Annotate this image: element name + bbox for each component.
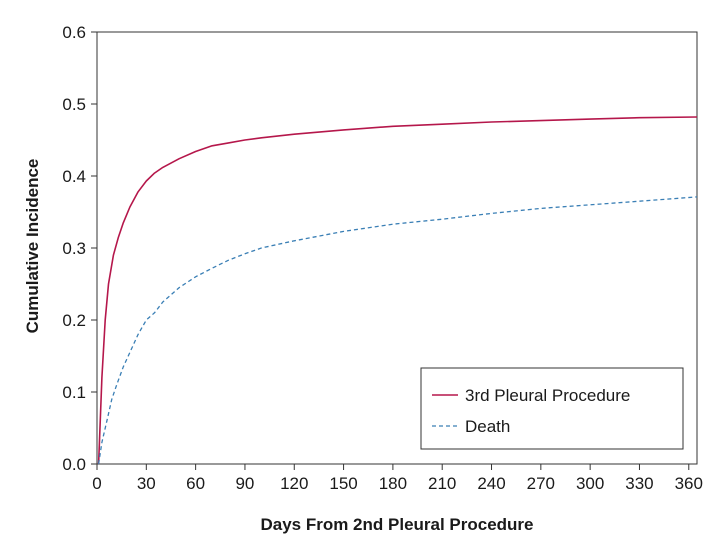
x-tick-label: 120 (280, 474, 308, 493)
x-tick-label: 210 (428, 474, 456, 493)
y-tick-label: 0.0 (62, 455, 86, 474)
x-axis-ticks: 0 30 60 90 120 150 180 210 240 270 300 330 360 (92, 464, 703, 493)
x-tick-label: 330 (625, 474, 653, 493)
x-tick-label: 180 (379, 474, 407, 493)
x-axis-title: Days From 2nd Pleural Procedure (260, 515, 533, 534)
x-tick-label: 60 (186, 474, 205, 493)
legend-box (420, 367, 684, 450)
y-axis-ticks: 0.0 0.1 0.2 0.3 0.4 0.5 0.6 (62, 23, 97, 474)
y-tick-label: 0.2 (62, 311, 86, 330)
series-layer (97, 116, 698, 465)
y-tick-label: 0.1 (62, 383, 86, 402)
y-tick-label: 0.6 (62, 23, 86, 42)
y-axis-title: Cumulative Incidence (23, 159, 42, 334)
x-tick-label: 90 (235, 474, 254, 493)
x-tick-label: 150 (329, 474, 357, 493)
y-tick-label: 0.4 (62, 167, 86, 186)
legend: 3rd Pleural Procedure Death (420, 367, 684, 450)
series-line-death (97, 196, 698, 465)
legend-label-3rd-pleural-procedure: 3rd Pleural Procedure (465, 386, 630, 405)
x-tick-label: 360 (675, 474, 703, 493)
x-tick-label: 240 (477, 474, 505, 493)
series-line-3rd-pleural-procedure (97, 116, 698, 465)
y-tick-label: 0.3 (62, 239, 86, 258)
x-tick-label: 0 (92, 474, 101, 493)
x-tick-label: 300 (576, 474, 604, 493)
x-tick-label: 30 (137, 474, 156, 493)
legend-label-death: Death (465, 417, 510, 436)
y-tick-label: 0.5 (62, 95, 86, 114)
x-tick-label: 270 (527, 474, 555, 493)
